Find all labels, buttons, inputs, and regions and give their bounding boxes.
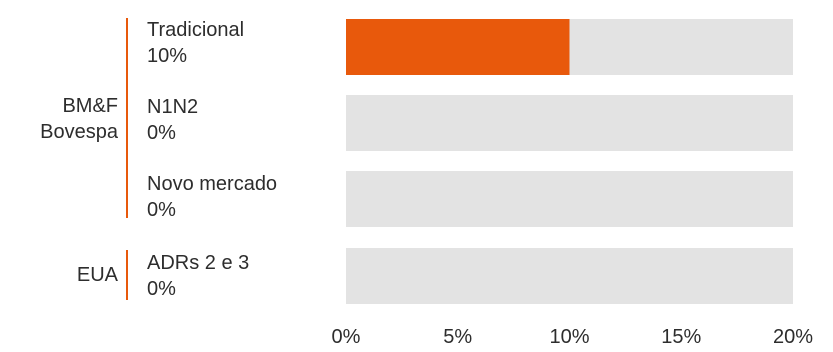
group-label-line: EUA	[76, 264, 118, 286]
category-value: 0%	[147, 199, 176, 221]
category-label-novo-mercado: Novo mercado 0%	[147, 171, 277, 223]
bar	[346, 19, 570, 75]
x-tick-label: 15%	[661, 326, 702, 348]
x-tick-label: 20%	[772, 326, 814, 348]
group-label-eua: EUA	[0, 262, 118, 288]
bar-track	[346, 248, 793, 304]
group-label-bmf-bovespa: BM&F Bovespa	[0, 93, 118, 145]
x-tick-label: 5%	[443, 326, 473, 348]
x-tick-label: 0%	[331, 326, 361, 348]
bar-track	[346, 171, 793, 227]
category-label-n1n2: N1N2 0%	[147, 94, 198, 146]
category-label-tradicional: Tradicional 10%	[147, 17, 244, 69]
bar-track	[346, 95, 793, 151]
category-value: 0%	[147, 278, 176, 300]
category-name: Novo mercado	[147, 173, 278, 195]
category-value: 10%	[147, 45, 188, 67]
category-name: N1N2	[147, 96, 199, 118]
group-label-line: Bovespa	[40, 121, 118, 143]
category-name: Tradicional	[147, 19, 245, 41]
category-label-adrs: ADRs 2 e 3 0%	[147, 250, 249, 302]
x-tick-label: 10%	[549, 326, 590, 348]
group-label-line: BM&F	[62, 95, 118, 117]
category-name: ADRs 2 e 3	[147, 252, 250, 274]
group-bracket-eua	[126, 250, 128, 300]
group-bracket-bmf-bovespa	[126, 18, 128, 218]
category-value: 0%	[147, 122, 176, 144]
